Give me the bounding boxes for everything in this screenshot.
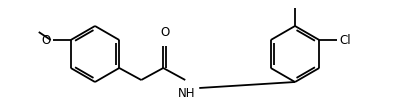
Text: O: O bbox=[42, 33, 51, 47]
Text: HO: HO bbox=[286, 0, 304, 2]
Text: O: O bbox=[160, 26, 169, 39]
Text: NH: NH bbox=[177, 87, 195, 100]
Text: Cl: Cl bbox=[339, 33, 351, 47]
